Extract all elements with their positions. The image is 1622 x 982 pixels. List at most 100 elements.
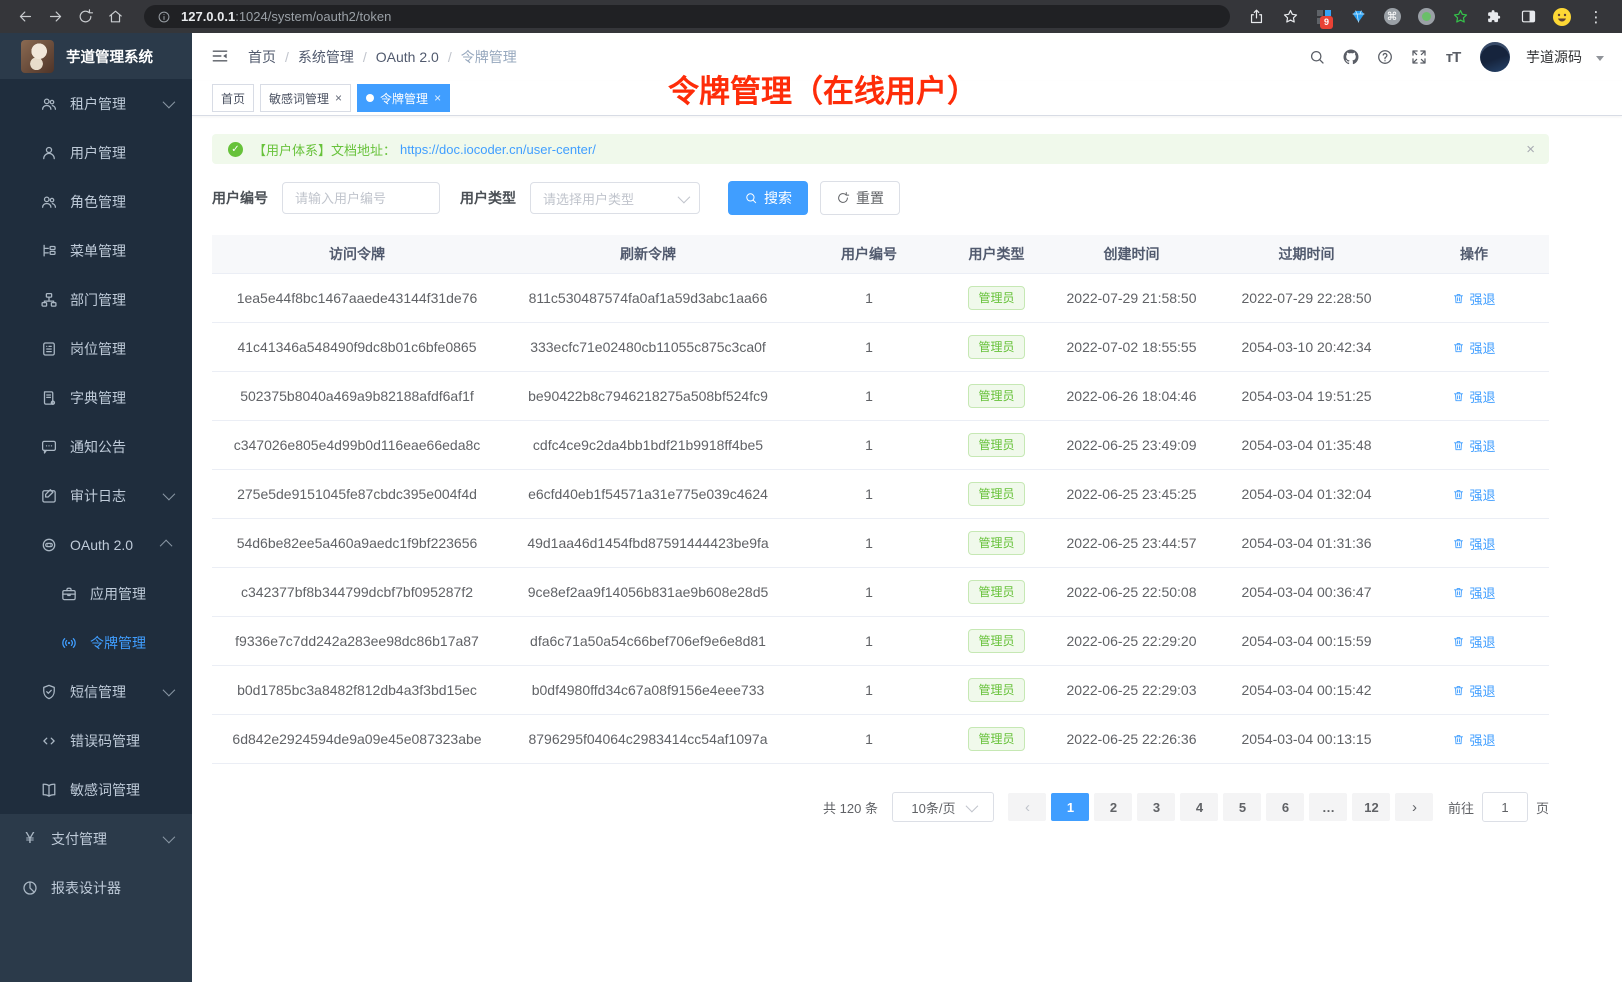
page-button-4[interactable]: 4 <box>1180 793 1219 821</box>
side-panel-button[interactable] <box>1514 4 1542 30</box>
force-logout-button[interactable]: 强退 <box>1452 534 1496 553</box>
fullscreen-icon[interactable] <box>1406 44 1432 70</box>
sidebar-item-error-code[interactable]: 错误码管理 <box>0 716 192 765</box>
help-icon[interactable] <box>1372 44 1398 70</box>
tab-close-icon[interactable]: × <box>434 91 442 105</box>
extension-grid-icon[interactable]: 9 <box>1310 4 1338 30</box>
search-icon[interactable] <box>1304 44 1330 70</box>
page-button-6[interactable]: 6 <box>1266 793 1305 821</box>
reset-button[interactable]: 重置 <box>820 181 900 215</box>
tree-icon <box>40 242 58 260</box>
trash-icon <box>1452 586 1465 599</box>
sidebar-item-dept[interactable]: 部门管理 <box>0 275 192 324</box>
extensions-puzzle-button[interactable] <box>1480 4 1508 30</box>
sidebar-item-pay[interactable]: ¥ 支付管理 <box>0 814 192 863</box>
page-button-2[interactable]: 2 <box>1094 793 1133 821</box>
sidebar-item-post[interactable]: 岗位管理 <box>0 324 192 373</box>
record-extension-icon[interactable] <box>1412 4 1440 30</box>
page-button-5[interactable]: 5 <box>1223 793 1262 821</box>
force-logout-button[interactable]: 强退 <box>1452 681 1496 700</box>
sidebar-item-dict[interactable]: 字典管理 <box>0 373 192 422</box>
site-info-icon[interactable] <box>157 10 171 24</box>
tab-首页[interactable]: 首页 <box>212 84 255 112</box>
goto-page-input[interactable] <box>1481 792 1528 822</box>
page-button-12[interactable]: 12 <box>1352 793 1391 821</box>
browser-back-button[interactable] <box>10 4 40 30</box>
trash-icon <box>1452 292 1465 305</box>
tab-令牌管理[interactable]: 令牌管理 × <box>357 84 451 112</box>
user-menu-caret-icon[interactable] <box>1596 56 1604 61</box>
user-id-cell: 1 <box>865 388 873 404</box>
user-type-select[interactable]: 请选择用户类型 <box>530 182 700 214</box>
share-button[interactable] <box>1242 4 1270 30</box>
search-button[interactable]: 搜索 <box>728 181 808 215</box>
browser-reload-button[interactable] <box>70 4 100 30</box>
force-logout-button[interactable]: 强退 <box>1452 338 1496 357</box>
user-avatar[interactable] <box>1480 42 1510 72</box>
table-row: 502375b8040a469a9b82188afdf6af1f be90422b… <box>212 372 1549 421</box>
extension-badge: 9 <box>1320 15 1333 29</box>
record-dot-icon <box>1421 12 1431 21</box>
sidebar-item-role[interactable]: 角色管理 <box>0 177 192 226</box>
tab-close-icon[interactable]: × <box>335 91 343 105</box>
force-logout-button[interactable]: 强退 <box>1452 583 1496 602</box>
github-icon[interactable] <box>1338 44 1364 70</box>
user-id-input[interactable] <box>282 182 440 214</box>
address-bar[interactable]: 127.0.0.1:1024/system/oauth2/token <box>144 5 1230 28</box>
breadcrumb-item[interactable]: 首页 <box>248 49 276 65</box>
user-id-cell: 1 <box>865 584 873 600</box>
sidebar-item-sensitive-word[interactable]: 敏感词管理 <box>0 765 192 814</box>
browser-menu-button[interactable]: ⋮ <box>1588 8 1604 26</box>
refresh-token-cell: 49d1aa46d1454fbd87591444423be9fa <box>527 535 769 551</box>
page-ellipsis[interactable]: … <box>1309 793 1348 821</box>
sidebar-item-menu[interactable]: 菜单管理 <box>0 226 192 275</box>
force-logout-button[interactable]: 强退 <box>1452 387 1496 406</box>
access-token-cell: 54d6be82ee5a460a9aedc1f9bf223656 <box>236 535 478 551</box>
annotation-text: 令牌管理（在线用户） <box>668 74 978 109</box>
font-size-icon[interactable]: тT <box>1445 48 1462 66</box>
force-logout-button[interactable]: 强退 <box>1452 289 1496 308</box>
sidebar-item-oauth2[interactable]: OAuth 2.0 <box>0 520 192 569</box>
sidebar-item-label: OAuth 2.0 <box>70 536 134 553</box>
profile-avatar[interactable] <box>1548 4 1576 30</box>
alert-close-icon[interactable]: × <box>1526 140 1535 158</box>
trash-icon <box>1452 488 1465 501</box>
sidebar-item-label: 菜单管理 <box>70 242 126 259</box>
breadcrumb-separator: / <box>447 49 452 65</box>
sidebar-item-tenant[interactable]: 租户管理 <box>0 79 192 128</box>
browser-forward-button[interactable] <box>40 4 70 30</box>
next-page-button[interactable]: › <box>1395 793 1434 821</box>
sidebar-item-user[interactable]: 用户管理 <box>0 128 192 177</box>
force-logout-button[interactable]: 强退 <box>1452 632 1496 651</box>
force-logout-button[interactable]: 强退 <box>1452 730 1496 749</box>
app-logo[interactable]: 芋道管理系统 <box>0 33 192 79</box>
bookmark-star-button[interactable] <box>1276 4 1304 30</box>
breadcrumb-item[interactable]: 系统管理 <box>297 49 354 65</box>
command-extension-icon[interactable]: ⌘ <box>1378 4 1406 30</box>
created-time-cell: 2022-06-26 18:04:46 <box>1066 388 1197 404</box>
sidebar-item-oauth2-token[interactable]: 令牌管理 <box>0 618 192 667</box>
breadcrumb-item[interactable]: OAuth 2.0 <box>375 49 439 65</box>
access-token-cell: 1ea5e44f8bc1467aaede43144f31de76 <box>236 290 478 306</box>
force-logout-button[interactable]: 强退 <box>1452 436 1496 455</box>
browser-home-button[interactable] <box>100 4 130 30</box>
alert-doc-link[interactable]: https://doc.iocoder.cn/user-center/ <box>400 141 596 157</box>
sidebar-item-report-designer[interactable]: 报表设计器 <box>0 863 192 912</box>
force-logout-button[interactable]: 强退 <box>1452 485 1496 504</box>
tab-敏感词管理[interactable]: 敏感词管理 × <box>260 84 352 112</box>
gem-extension-icon[interactable] <box>1344 4 1372 30</box>
sidebar-collapse-button[interactable] <box>210 46 232 68</box>
created-time-cell: 2022-06-25 22:50:08 <box>1066 584 1197 600</box>
page-size-select[interactable]: 10条/页 <box>891 792 994 822</box>
column-header: 用户类型 <box>968 246 1025 262</box>
user-type-label: 用户类型 <box>460 190 516 206</box>
page-button-3[interactable]: 3 <box>1137 793 1176 821</box>
sidebar-item-sms[interactable]: 短信管理 <box>0 667 192 716</box>
actions-cell: 强退 <box>1399 632 1549 651</box>
star-extension-icon[interactable] <box>1446 4 1474 30</box>
sidebar-item-oauth2-app[interactable]: 应用管理 <box>0 569 192 618</box>
sidebar-item-audit-log[interactable]: 审计日志 <box>0 471 192 520</box>
sidebar-item-notice[interactable]: 通知公告 <box>0 422 192 471</box>
username[interactable]: 芋道源码 <box>1526 49 1582 65</box>
success-check-icon: ✓ <box>228 141 243 157</box>
